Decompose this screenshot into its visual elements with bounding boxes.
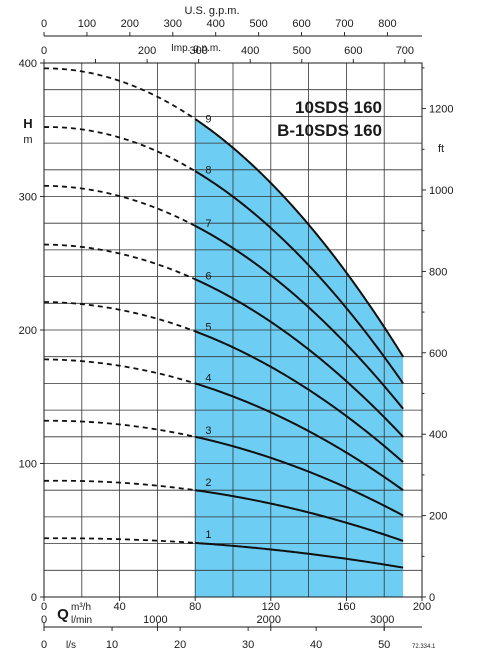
stage-label-2: 2: [205, 477, 211, 489]
x-axis-usgpm-tick-label: 200: [121, 18, 139, 30]
x-axis-usgpm-tick-label: 0: [41, 18, 47, 30]
operating-range-shade-layer: [195, 119, 404, 597]
curve-solid-stage-4: [194, 382, 404, 492]
y2-axis-tick-label: 400: [429, 429, 447, 441]
x-axis-ls-tick-label: 20: [174, 639, 186, 651]
y2-axis-unit: ft: [438, 143, 444, 155]
x-axis-usgpm-tick-label: 700: [335, 18, 353, 30]
curve-dashed-stage-3: [43, 419, 196, 438]
reference-code: 72.334.1: [412, 644, 436, 650]
x-axis-lmin-tick-label: 0: [41, 614, 47, 626]
stage-label-9: 9: [205, 113, 211, 125]
x-axis-impgpm-tick-label: 200: [138, 45, 156, 57]
x-axis-usgpm-tick-label: 100: [78, 18, 96, 30]
curve-solid-stage-2: [195, 489, 404, 542]
x-axis-ls-tick-label: 40: [310, 639, 322, 651]
x-axis-lmin-tick-label: 3000: [370, 614, 394, 626]
stage-label-7: 7: [205, 218, 211, 230]
x-axis-usgpm-tick-label: 400: [207, 18, 225, 30]
curve-dashed-stage-4: [43, 358, 196, 385]
x-axis-m3h-tick-label: 160: [337, 601, 355, 613]
operating-range-area: [195, 119, 404, 597]
chart-title-line-1: 10SDS 160: [295, 98, 382, 117]
x-axis-ls-tick-label: 0: [41, 639, 47, 651]
label-layer: 10SDS 160 B-10SDS 160 H m ft U.S. g.p.m.…: [19, 5, 454, 651]
curve-dashed-stage-2: [43, 479, 196, 492]
curve-solid-stage-5: [194, 330, 404, 463]
x-axis-ls-tick-label: 10: [106, 639, 118, 651]
curve-solid-stage-6: [194, 278, 404, 438]
x-axis-impgpm-label: Imp. g.p.m.: [171, 43, 221, 54]
chart-title-line-2: B-10SDS 160: [277, 121, 382, 140]
x-axis-usgpm-tick-label: 600: [292, 18, 310, 30]
stage-label-5: 5: [205, 322, 211, 334]
stage-label-4: 4: [205, 373, 211, 385]
stage-label-8: 8: [205, 164, 211, 176]
y-axis-tick-label: 400: [19, 58, 37, 70]
x-axis-lmin-tick-label: 2000: [257, 614, 281, 626]
x-axis-usgpm-tick-label: 800: [378, 18, 396, 30]
curve-solid-stage-3: [194, 435, 404, 517]
curve-solid-stage-7: [194, 224, 404, 410]
y-axis-tick-label: 0: [31, 592, 37, 604]
y2-axis-tick-label: 600: [429, 348, 447, 360]
curve-dashed-stage-8: [43, 126, 196, 172]
curve-dashed-stage-7: [43, 184, 196, 227]
grid-layer: [44, 63, 422, 597]
y-axis-unit: m: [23, 134, 32, 146]
curve-solid-stage-8: [194, 170, 404, 384]
x-axis-q-label: Q: [57, 606, 69, 623]
stage-label-1: 1: [205, 529, 211, 541]
y2-axis-tick-label: 800: [429, 266, 447, 278]
x-axis-ls-tick-label: 30: [242, 639, 254, 651]
x-axis-usgpm-label: U.S. g.p.m.: [184, 5, 239, 17]
curve-solid-stage-1: [195, 541, 404, 569]
y2-axis-tick-label: 200: [429, 511, 447, 523]
curve-layer: [43, 67, 404, 569]
x-axis-impgpm-tick-label: 500: [293, 45, 311, 57]
y-axis-label: H: [23, 116, 32, 131]
x-axis-m3h-tick-label: 0: [41, 601, 47, 613]
x-axis-impgpm-tick-label: 700: [396, 45, 414, 57]
curve-dashed-stage-1: [43, 537, 196, 544]
y-axis-tick-label: 200: [19, 325, 37, 337]
x-axis-impgpm-tick-label: 600: [344, 45, 362, 57]
x-axis-impgpm-tick-label: 300: [189, 45, 207, 57]
x-axis-usgpm-tick-label: 500: [249, 18, 267, 30]
x-axis-impgpm-tick-label: 400: [241, 45, 259, 57]
x-axis-lmin-tick-label: 1000: [143, 614, 167, 626]
curve-solid-stage-9: [194, 118, 404, 358]
x-axis-lmin-unit: l/min: [71, 615, 92, 626]
x-axis-m3h-tick-label: 40: [113, 601, 125, 613]
x-axis-m3h-unit: m³/h: [71, 602, 91, 613]
y2-axis-tick-label: 0: [429, 592, 435, 604]
curve-dashed-stage-6: [43, 243, 196, 281]
y2-axis-tick-label: 1000: [429, 185, 453, 197]
x-axis-m3h-tick-label: 80: [189, 601, 201, 613]
curve-dashed-stage-5: [43, 301, 196, 333]
y2-axis-tick-label: 1200: [429, 104, 453, 116]
x-axis-usgpm-tick-label: 300: [164, 18, 182, 30]
x-axis-impgpm-tick-label: 0: [41, 45, 47, 57]
y-axis-tick-label: 100: [19, 459, 37, 471]
axis-layer: [40, 32, 426, 631]
x-axis-m3h-tick-label: 200: [413, 601, 431, 613]
stage-label-6: 6: [205, 271, 211, 283]
curve-dashed-stage-9: [44, 67, 196, 120]
y-axis-tick-label: 300: [19, 192, 37, 204]
x-axis-ls-unit: l/s: [66, 640, 76, 651]
stage-label-3: 3: [205, 425, 211, 437]
x-axis-m3h-tick-label: 120: [262, 601, 280, 613]
x-axis-ls-tick-label: 50: [378, 639, 390, 651]
